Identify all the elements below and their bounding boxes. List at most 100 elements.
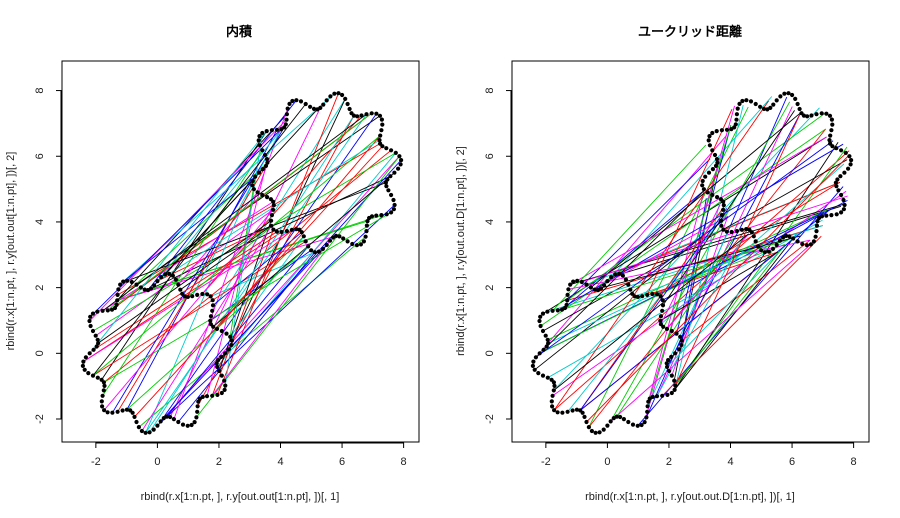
- data-point: [537, 318, 542, 324]
- data-point: [271, 207, 276, 212]
- segment-line: [145, 113, 367, 434]
- segment-line: [656, 235, 745, 397]
- data-point: [712, 152, 718, 158]
- data-point: [660, 308, 665, 313]
- data-point: [369, 111, 374, 116]
- x-axis-label: rbind(r.x[1:n.pt, ], r.y[out.out.D[1:n.p…: [585, 491, 795, 503]
- data-point: [660, 298, 665, 303]
- data-point: [110, 410, 115, 415]
- data-point: [672, 387, 677, 392]
- segment-line: [134, 145, 383, 418]
- data-point: [139, 428, 144, 434]
- data-point: [719, 128, 725, 133]
- data-point: [95, 337, 100, 342]
- data-point: [90, 373, 96, 378]
- data-point: [93, 333, 98, 338]
- data-point: [834, 146, 839, 151]
- data-point: [618, 414, 623, 420]
- segment-line: [102, 201, 274, 312]
- data-point: [210, 308, 215, 313]
- data-point: [82, 367, 87, 372]
- y-tick-label: 0: [484, 350, 496, 356]
- segment-line: [153, 168, 264, 286]
- segment-line: [102, 113, 367, 312]
- data-point: [388, 174, 393, 179]
- data-point: [369, 214, 375, 219]
- segment-line: [163, 244, 328, 419]
- data-point: [180, 291, 185, 296]
- data-point: [205, 292, 210, 297]
- data-point: [543, 333, 548, 338]
- data-point: [650, 394, 655, 399]
- data-point: [805, 114, 810, 119]
- data-point: [537, 351, 542, 356]
- data-point: [795, 239, 800, 244]
- data-point: [152, 283, 157, 288]
- data-point: [595, 288, 601, 293]
- data-point: [324, 98, 329, 103]
- data-point: [340, 92, 345, 98]
- segment-line: [647, 190, 705, 402]
- data-point: [90, 311, 96, 316]
- data-point: [669, 354, 674, 359]
- data-point: [799, 111, 804, 116]
- data-point: [848, 162, 853, 167]
- data-point: [257, 134, 262, 139]
- segment-line: [180, 225, 272, 291]
- data-point: [298, 99, 304, 104]
- data-point: [658, 294, 663, 299]
- data-point: [550, 393, 555, 398]
- segment-line: [579, 205, 725, 411]
- data-point: [700, 183, 705, 188]
- segment-line: [93, 231, 278, 351]
- data-point: [391, 197, 396, 203]
- data-point: [545, 375, 550, 380]
- data-point: [571, 279, 576, 284]
- data-point: [309, 248, 314, 253]
- x-tick-label: 4: [727, 456, 733, 468]
- segment-line: [590, 112, 801, 288]
- data-point: [814, 112, 819, 117]
- data-point: [378, 133, 383, 138]
- data-point: [81, 359, 86, 364]
- segment-line: [145, 176, 256, 433]
- data-point: [815, 219, 820, 224]
- data-point: [635, 294, 641, 299]
- data-point: [223, 351, 228, 356]
- segment-line: [211, 240, 331, 397]
- data-point: [208, 318, 213, 323]
- data-point: [384, 146, 389, 151]
- x-tick-label: 8: [401, 456, 407, 468]
- data-point: [673, 383, 678, 388]
- data-point: [138, 285, 143, 290]
- data-point: [770, 246, 776, 251]
- data-point: [250, 183, 255, 188]
- data-point: [761, 106, 767, 111]
- data-point: [257, 143, 262, 148]
- data-point: [130, 410, 135, 415]
- data-point: [200, 394, 205, 399]
- data-point: [87, 318, 92, 324]
- data-point: [748, 99, 754, 104]
- segment-line: [553, 100, 769, 411]
- data-point: [170, 273, 175, 278]
- x-tick-label: 0: [154, 456, 160, 468]
- segment-line: [566, 158, 711, 301]
- data-point: [839, 148, 844, 153]
- data-point: [151, 427, 156, 432]
- data-point: [550, 404, 555, 409]
- data-point: [719, 223, 724, 228]
- data-point: [707, 143, 713, 148]
- data-point: [132, 414, 137, 419]
- x-tick-label: 4: [277, 456, 283, 468]
- data-point: [753, 101, 758, 107]
- segment-line: [553, 233, 749, 391]
- data-point: [173, 277, 178, 282]
- data-point: [714, 129, 719, 134]
- data-point: [334, 233, 339, 238]
- data-point: [271, 227, 276, 232]
- data-point: [271, 203, 276, 208]
- data-point: [575, 278, 580, 283]
- segment-line: [157, 124, 287, 282]
- data-point: [559, 307, 565, 312]
